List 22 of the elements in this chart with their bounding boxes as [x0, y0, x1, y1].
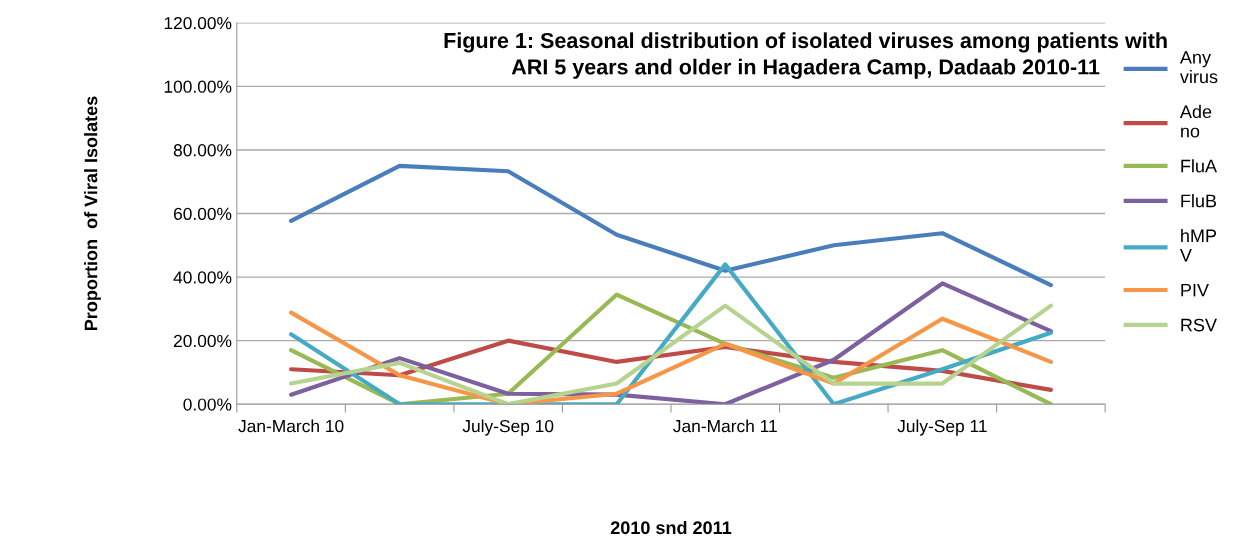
text: Figure 1: Seasonal distribution of isolated viruses among patients with ARI 5 years and older in Hagadera Camp, Dadaab 2010-11	[444, 32, 1167, 79]
legend-label: Ade no	[1179, 104, 1212, 138]
legend-label: PIV	[1181, 283, 1209, 297]
y-tick-label: 60.00%	[173, 207, 232, 220]
legend-label: FluA	[1181, 159, 1217, 173]
y-tick-label: 20.00%	[173, 334, 232, 348]
x-axis-title: 2010 snd 2011	[610, 520, 732, 535]
y-tick-label: 0.00%	[183, 398, 232, 411]
legend-label: FluB	[1181, 194, 1217, 208]
y-tick-label: 40.00%	[173, 271, 232, 284]
y-tick-label: 80.00%	[173, 144, 232, 157]
legend-label: Any virus	[1179, 51, 1218, 84]
line-series	[289, 163, 1053, 288]
x-tick-label: July-Sep 11	[897, 419, 987, 436]
y-tick-label: 100.00%	[164, 80, 232, 93]
legend-label: RSV	[1181, 318, 1217, 332]
x-tick-label: July-Sep 10	[462, 419, 554, 436]
legend-label: hMP V	[1179, 228, 1217, 262]
x-tick-label: Jan-March 11	[673, 419, 777, 433]
y-tick-label: 120.00%	[164, 16, 232, 30]
y-axis-title: Proportion of Viral Isolates	[84, 96, 101, 331]
x-tick-label: Jan-March 10	[238, 419, 344, 433]
